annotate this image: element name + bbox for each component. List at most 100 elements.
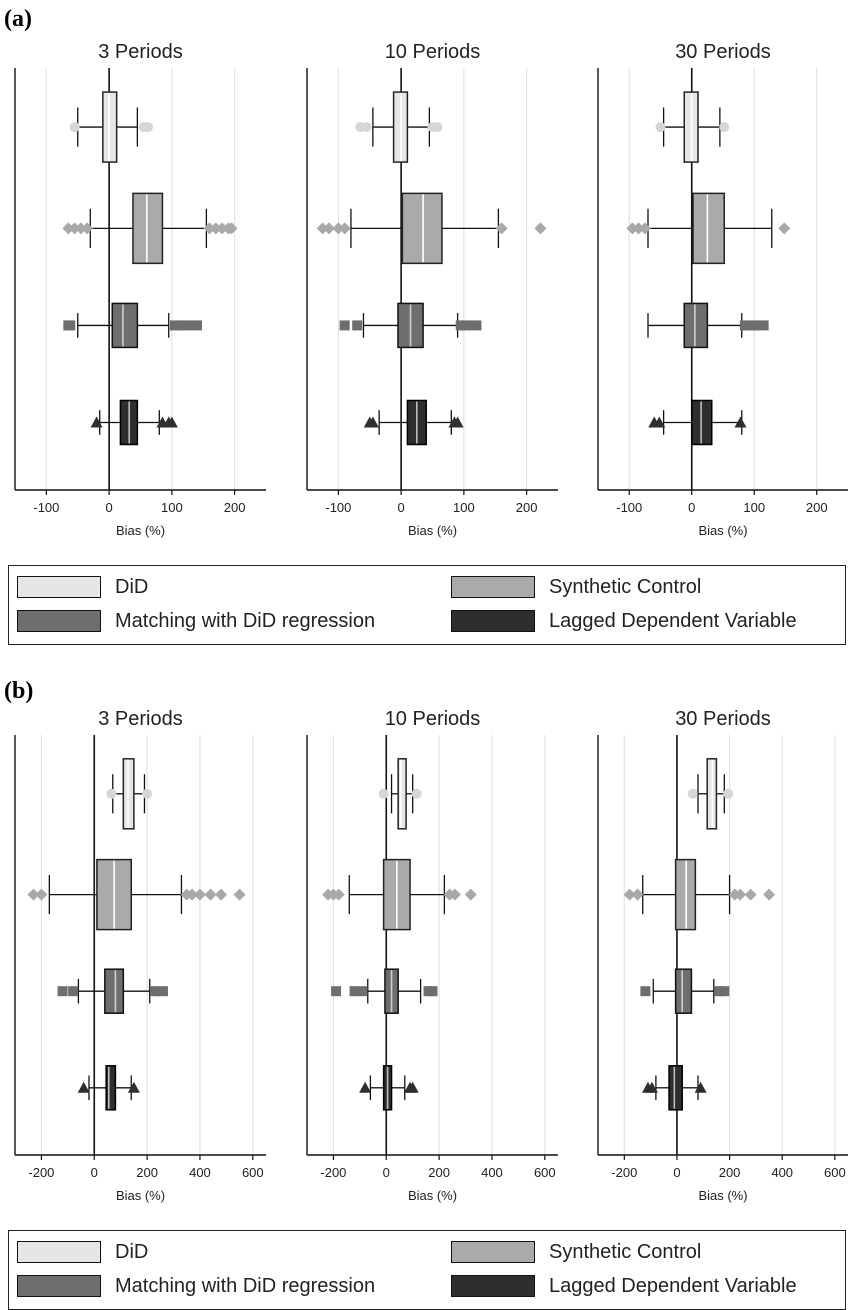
x-tick-label: 100	[161, 500, 183, 515]
outlier-synthetic-control	[233, 888, 246, 901]
outlier-synthetic-control	[81, 222, 94, 235]
x-tick-label: 0	[383, 1165, 390, 1180]
outlier-did	[106, 788, 117, 799]
outlier-synthetic-control	[626, 222, 639, 235]
x-tick-label: 0	[398, 500, 405, 515]
chart-6: -200 0 200 400 600 30 Periods Bias (%)	[597, 708, 848, 1203]
legend-label-synthetic-control: Synthetic Control	[549, 575, 702, 598]
chart-title: 3 Periods	[98, 708, 183, 730]
outlier-synthetic-control	[186, 888, 199, 901]
legend-label-synthetic-control: Synthetic Control	[549, 1240, 702, 1263]
outlier-synthetic-control	[778, 222, 791, 235]
outlier-synthetic-control	[332, 222, 345, 235]
outlier-matching	[68, 986, 79, 997]
chart-2: -100 0 100 200 10 Periods Bias (%)	[306, 41, 558, 538]
box-matching	[674, 968, 693, 1014]
outlier-synthetic-control	[638, 222, 651, 235]
outlier-lagged	[734, 416, 747, 428]
outlier-matching	[170, 320, 181, 331]
outlier-synthetic-control	[204, 888, 217, 901]
outlier-synthetic-control	[225, 222, 238, 235]
legend-label-did: DiD	[115, 575, 149, 598]
x-tick-label: 600	[824, 1165, 846, 1180]
box-synthetic-control	[692, 192, 725, 265]
outlier-matching	[176, 320, 187, 331]
chart-title: 30 Periods	[675, 708, 771, 730]
legend-swatch-matching	[17, 1275, 101, 1297]
outlier-synthetic-control	[68, 222, 81, 235]
legend-swatch-did	[17, 576, 101, 598]
outlier-synthetic-control	[62, 222, 75, 235]
outlier-matching	[182, 320, 193, 331]
outlier-matching	[471, 320, 482, 331]
outlier-synthetic-control	[763, 888, 776, 901]
x-tick-label: 600	[534, 1165, 556, 1180]
outlier-matching	[462, 320, 473, 331]
x-tick-label: -200	[320, 1165, 346, 1180]
outlier-matching	[758, 320, 769, 331]
outlier-matching	[331, 986, 342, 997]
legend-swatch-did	[17, 1241, 101, 1263]
outlier-lagged	[366, 416, 379, 428]
outlier-synthetic-control	[464, 888, 477, 901]
outlier-synthetic-control	[74, 222, 87, 235]
outlier-lagged	[653, 416, 666, 428]
chart-title: 30 Periods	[675, 41, 771, 63]
legend-label-lagged: Lagged Dependent Variable	[549, 1274, 797, 1297]
x-axis-title: Bias (%)	[698, 523, 747, 538]
outlier-synthetic-control	[215, 888, 228, 901]
legend-label-lagged: Lagged Dependent Variable	[549, 609, 797, 632]
x-axis-title: Bias (%)	[408, 1188, 457, 1203]
x-axis-title: Bias (%)	[698, 1188, 747, 1203]
x-tick-label: -200	[611, 1165, 637, 1180]
outlier-matching	[349, 986, 360, 997]
outlier-lagged	[359, 1081, 372, 1093]
x-tick-label: 200	[516, 500, 538, 515]
outlier-lagged	[90, 416, 103, 428]
legend-item-matching: Matching with DiD regression	[17, 606, 375, 636]
outlier-synthetic-control	[322, 222, 335, 235]
outlier-matching	[150, 986, 161, 997]
legend-swatch-synthetic-control	[451, 576, 535, 598]
legend-label-matching: Matching with DiD regression	[115, 1274, 376, 1297]
outlier-synthetic-control	[216, 222, 229, 235]
box-matching	[104, 968, 125, 1014]
x-tick-label: 0	[688, 500, 695, 515]
x-tick-label: 100	[453, 500, 475, 515]
x-tick-label: -100	[616, 500, 642, 515]
legend-item-did: DiD	[17, 572, 148, 602]
outlier-lagged	[77, 1081, 90, 1093]
outlier-did	[655, 122, 666, 133]
box-did	[397, 758, 407, 830]
x-tick-label: 0	[91, 1165, 98, 1180]
x-tick-label: 400	[771, 1165, 793, 1180]
x-tick-label: 600	[242, 1165, 264, 1180]
legend-swatch-synthetic-control	[451, 1241, 535, 1263]
outlier-did	[432, 122, 443, 133]
x-tick-label: 200	[719, 1165, 741, 1180]
x-tick-label: 200	[136, 1165, 158, 1180]
outlier-lagged	[127, 1081, 140, 1093]
outlier-synthetic-control	[632, 222, 645, 235]
outlier-did	[361, 122, 372, 133]
legend-a: DiD Synthetic Control Matching with DiD …	[8, 565, 846, 645]
x-tick-label: 200	[806, 500, 828, 515]
chart-5: -200 0 200 400 600 10 Periods Bias (%)	[306, 708, 558, 1203]
x-tick-label: -100	[33, 500, 59, 515]
chart-3: -100 0 100 200 30 Periods Bias (%)	[597, 41, 848, 538]
outlier-synthetic-control	[203, 222, 216, 235]
legend-item-lagged: Lagged Dependent Variable	[451, 606, 797, 636]
legend-label-did: DiD	[115, 1240, 149, 1263]
x-tick-label: -200	[28, 1165, 54, 1180]
chart-title: 10 Periods	[385, 708, 481, 730]
panel-label-a: (a)	[4, 6, 32, 32]
panel-label-b: (b)	[4, 678, 33, 704]
x-tick-label: 400	[481, 1165, 503, 1180]
outlier-synthetic-control	[623, 888, 636, 901]
x-tick-label: 200	[224, 500, 246, 515]
x-axis-title: Bias (%)	[116, 523, 165, 538]
outlier-matching	[57, 986, 68, 997]
x-tick-label: 100	[743, 500, 765, 515]
outlier-matching	[65, 320, 76, 331]
